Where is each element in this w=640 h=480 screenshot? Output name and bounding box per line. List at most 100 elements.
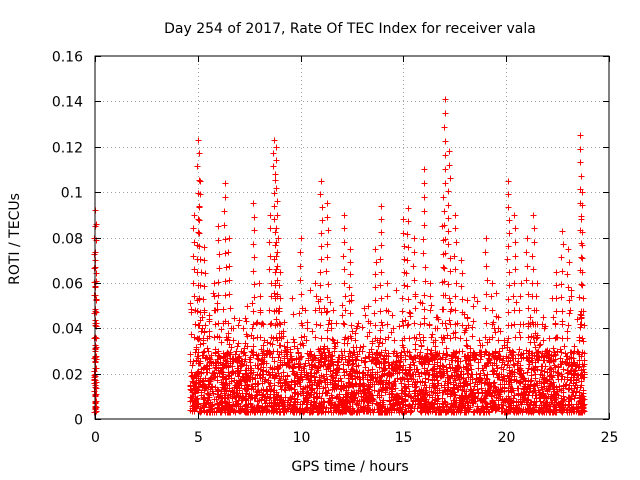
data-point (191, 293, 198, 300)
data-point (324, 200, 331, 207)
data-point (348, 335, 355, 342)
data-point (566, 310, 573, 317)
data-point (434, 325, 441, 332)
data-point (420, 250, 427, 257)
data-point (453, 239, 460, 246)
y-tick-label: 0.16 (52, 50, 83, 66)
data-point (540, 314, 547, 321)
y-axis-label: ROTI / TECUs (7, 193, 23, 285)
x-axis-label: GPS time / hours (291, 459, 408, 475)
data-point (404, 231, 411, 238)
data-point (325, 281, 332, 288)
data-point (238, 348, 245, 355)
data-point (222, 180, 229, 187)
data-point (441, 278, 448, 285)
data-point (488, 293, 495, 300)
data-point (399, 308, 406, 315)
data-point (194, 308, 201, 315)
data-point (420, 236, 427, 243)
data-point (325, 321, 332, 328)
data-point (277, 269, 284, 276)
data-point (501, 342, 508, 349)
data-point (578, 321, 585, 328)
data-point (411, 334, 418, 341)
data-point (511, 280, 518, 287)
data-point (512, 266, 519, 273)
data-point (201, 257, 208, 264)
data-point (378, 242, 385, 249)
data-point (272, 171, 279, 178)
data-point (353, 325, 360, 332)
data-point (565, 322, 572, 329)
data-point (220, 306, 227, 313)
data-point (318, 230, 325, 237)
data-point (452, 212, 459, 219)
data-point (200, 296, 207, 303)
data-point (273, 239, 280, 246)
data-point (457, 335, 464, 342)
data-point (458, 257, 465, 264)
data-point (559, 268, 566, 275)
data-point (274, 277, 281, 284)
x-tick-label: 0 (91, 430, 100, 446)
data-point (377, 308, 384, 315)
data-point (483, 291, 490, 298)
data-point (421, 166, 428, 173)
data-point (324, 214, 331, 221)
data-point (372, 322, 379, 329)
data-point (250, 241, 257, 248)
data-point (191, 334, 198, 341)
data-point (342, 307, 349, 314)
data-point (223, 264, 230, 271)
data-point (504, 256, 511, 263)
data-point (427, 293, 434, 300)
data-point (291, 371, 298, 378)
data-point (312, 280, 319, 287)
data-point (317, 296, 324, 303)
data-point (412, 305, 419, 312)
data-point (452, 225, 459, 232)
data-point (533, 307, 540, 314)
data-point (417, 337, 424, 344)
data-point (347, 310, 354, 317)
data-point (495, 337, 502, 344)
y-tick-label: 0.1 (61, 186, 83, 202)
data-point (384, 293, 391, 300)
data-point (379, 322, 386, 329)
data-point (505, 243, 512, 250)
data-point (445, 215, 452, 222)
data-point (517, 321, 524, 328)
data-point (267, 321, 274, 328)
data-point (347, 259, 354, 266)
data-point (251, 254, 258, 261)
data-point (578, 173, 585, 180)
data-point (267, 225, 274, 232)
data-point (192, 321, 199, 328)
data-point (197, 191, 204, 198)
data-point (324, 241, 331, 248)
data-point (560, 241, 567, 248)
data-point (273, 266, 280, 273)
data-point (250, 335, 257, 342)
data-point (505, 322, 512, 329)
data-point (190, 253, 197, 260)
data-point (196, 322, 203, 329)
data-point (451, 253, 458, 260)
data-point (477, 342, 484, 349)
data-point (390, 325, 397, 332)
data-point (531, 225, 538, 232)
data-point (524, 235, 531, 242)
data-point (442, 110, 449, 117)
data-point (373, 259, 380, 266)
data-point (577, 146, 584, 153)
data-point (274, 249, 281, 256)
data-point (540, 337, 547, 344)
data-point (581, 371, 588, 378)
data-point (404, 322, 411, 329)
data-point (199, 325, 206, 332)
data-point (225, 334, 232, 341)
data-point (273, 225, 280, 232)
data-point (221, 222, 228, 229)
data-point (372, 297, 379, 304)
data-point (459, 348, 466, 355)
